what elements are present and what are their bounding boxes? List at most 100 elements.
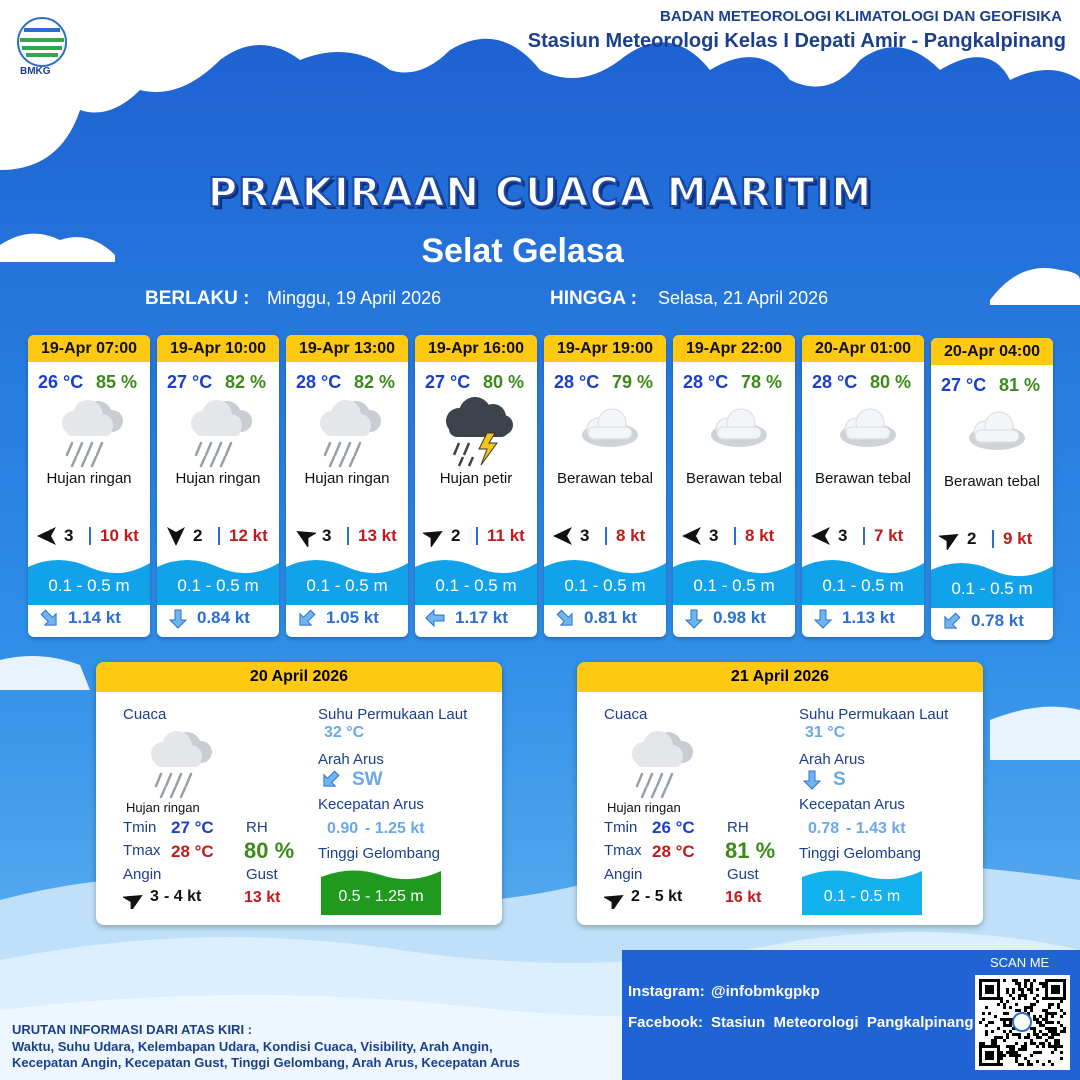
rh: 80 % — [244, 838, 295, 863]
wind-max: - 4 kt — [164, 888, 202, 905]
label: Angin — [123, 866, 162, 883]
current-direction-icon — [684, 609, 704, 629]
tmin: 26 °C — [652, 818, 695, 837]
wave-band — [157, 560, 279, 605]
gust: 10 kt — [100, 526, 139, 545]
forecast-card: 20-Apr 01:00 28 °C 80 % Berawan tebal 3 7 kt 0… — [802, 335, 924, 637]
weather: Hujan ringan — [607, 800, 681, 815]
current-speed: 1.17 kt — [455, 608, 508, 627]
card-time: 19-Apr 22:00 — [673, 335, 795, 362]
wave-band — [931, 563, 1053, 608]
separator — [605, 527, 607, 545]
wind-direction-icon — [939, 534, 959, 550]
separator — [347, 527, 349, 545]
label: Tmax — [604, 842, 642, 859]
daily-panel: 21 April 2026 Cuaca Hujan ringan Tmin 26 °C T… — [577, 662, 983, 925]
wind-direction-icon — [604, 895, 624, 909]
forecast-card: 19-Apr 07:00 26 °C 85 % Hujan ringan 3 10 kt 0… — [28, 335, 150, 637]
label: Gust — [246, 866, 278, 883]
weather-icon — [582, 408, 638, 447]
forecast-card: 19-Apr 19:00 28 °C 79 % Berawan tebal 3 8 kt 0… — [544, 335, 666, 637]
humidity: 81 % — [999, 375, 1041, 395]
wave-band — [286, 560, 408, 605]
current-direction: SW — [352, 769, 383, 790]
weather-icon — [320, 400, 381, 468]
weather: Hujan petir — [439, 470, 513, 487]
temperature: 27 °C — [941, 375, 987, 395]
separator — [89, 527, 91, 545]
separator — [734, 527, 736, 545]
label: Tmin — [604, 819, 638, 836]
weather-icon — [969, 411, 1025, 450]
weather: Berawan tebal — [686, 470, 782, 487]
rh: 81 % — [725, 838, 776, 863]
weather: Hujan ringan — [175, 470, 261, 487]
wind-speed: 3 — [322, 526, 332, 545]
wind-direction-icon — [811, 527, 830, 545]
temperature: 28 °C — [296, 372, 342, 392]
gust: 11 kt — [487, 526, 525, 545]
card-time: 19-Apr 07:00 — [28, 335, 150, 362]
temperature: 28 °C — [812, 372, 858, 392]
current-min: 0.90 — [327, 820, 359, 837]
wave-band — [802, 560, 924, 605]
org-name: BADAN METEOROLOGI KLIMATOLOGI DAN GEOFIS… — [660, 8, 1062, 25]
panel-date: 21 April 2026 — [577, 662, 983, 692]
temperature: 28 °C — [554, 372, 600, 392]
gust: 13 kt — [244, 889, 281, 906]
forecast-card: 19-Apr 13:00 28 °C 82 % Hujan ringan 3 13 kt 0… — [286, 335, 408, 637]
sst: 31 °C — [805, 724, 846, 741]
panel-date: 20 April 2026 — [96, 662, 502, 692]
instagram-label: Instagram: — [628, 983, 705, 1000]
wind-direction-icon — [296, 531, 316, 547]
humidity: 80 % — [483, 372, 525, 392]
wave-band — [28, 560, 150, 605]
current-min: 0.78 — [808, 820, 840, 837]
temperature: 28 °C — [683, 372, 729, 392]
wave-height: 0.1 - 0.5 m — [951, 579, 1033, 598]
wave-band — [544, 560, 666, 605]
gust: 9 kt — [1003, 529, 1033, 548]
wave-height: 0.1 - 0.5 m — [823, 888, 901, 905]
forecast-card: 19-Apr 16:00 27 °C 80 % Hujan petir 2 11 kt 0.… — [415, 335, 537, 637]
wind-min: 3 — [150, 888, 159, 905]
wind-direction-icon — [37, 527, 56, 545]
wind-min: 2 — [631, 888, 640, 905]
current-direction-icon — [813, 609, 833, 629]
label: Tinggi Gelombang — [318, 845, 441, 862]
temperature: 27 °C — [167, 372, 213, 392]
current-direction-icon — [299, 609, 316, 626]
forecast-card: 19-Apr 10:00 27 °C 82 % Hujan ringan 2 12 kt 0… — [157, 335, 279, 637]
gust: 8 kt — [745, 526, 775, 545]
humidity: 82 % — [225, 372, 267, 392]
separator — [863, 527, 865, 545]
current-direction: S — [833, 769, 846, 790]
current-direction-icon — [556, 609, 573, 626]
weather: Hujan ringan — [126, 800, 200, 815]
wind-speed: 2 — [193, 526, 203, 545]
wave-box — [802, 870, 922, 915]
humidity: 78 % — [741, 372, 783, 392]
label: Tmin — [123, 819, 157, 836]
wind-speed: 2 — [451, 526, 461, 545]
wind-max: - 5 kt — [645, 888, 683, 905]
qr-code — [975, 975, 1070, 1070]
current-direction-icon — [168, 609, 188, 629]
wind-speed: 3 — [580, 526, 590, 545]
to-date: Selasa, 21 April 2026 — [658, 288, 829, 308]
weather: Hujan ringan — [46, 470, 132, 487]
current-direction-icon — [802, 770, 822, 790]
sst: 32 °C — [324, 724, 365, 741]
weather: Hujan ringan — [304, 470, 390, 487]
legend-line: Kecepatan Angin, Kecepatan Gust, Tinggi … — [12, 1055, 520, 1070]
to-label: HINGGA : — [550, 288, 637, 309]
label: Angin — [604, 866, 643, 883]
current-direction-icon — [944, 612, 961, 629]
wave-box — [321, 870, 441, 915]
wave-height: 0.1 - 0.5 m — [564, 576, 646, 595]
tmin: 27 °C — [171, 818, 214, 837]
current-speed: 0.81 kt — [584, 608, 637, 627]
humidity: 80 % — [870, 372, 912, 392]
forecast-card: 20-Apr 04:00 27 °C 81 % Berawan tebal 2 9 kt 0… — [931, 338, 1053, 640]
wind-direction-icon — [167, 527, 185, 546]
